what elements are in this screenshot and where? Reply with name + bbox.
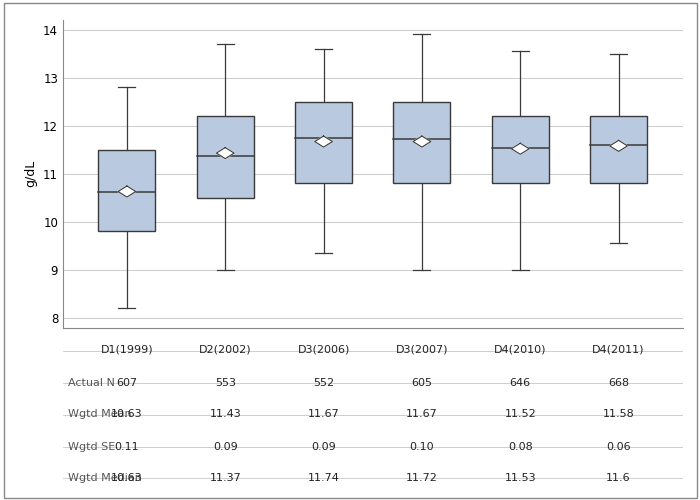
Text: 0.06: 0.06 — [606, 442, 631, 452]
Text: D4(2010): D4(2010) — [494, 345, 547, 355]
Polygon shape — [610, 140, 627, 151]
Text: 11.74: 11.74 — [307, 472, 340, 482]
Polygon shape — [118, 186, 136, 197]
Text: 668: 668 — [608, 378, 629, 388]
Text: 607: 607 — [116, 378, 137, 388]
Text: 11.43: 11.43 — [209, 409, 241, 419]
Bar — [393, 102, 450, 184]
Text: D3(2007): D3(2007) — [395, 345, 448, 355]
Text: 11.58: 11.58 — [603, 409, 634, 419]
Text: 11.72: 11.72 — [406, 472, 438, 482]
Text: D2(2002): D2(2002) — [199, 345, 251, 355]
Text: 11.53: 11.53 — [505, 472, 536, 482]
Text: D1(1999): D1(1999) — [101, 345, 153, 355]
Bar — [590, 116, 647, 184]
Text: 0.08: 0.08 — [508, 442, 533, 452]
Text: Wgtd Mean: Wgtd Mean — [68, 409, 132, 419]
Y-axis label: g/dL: g/dL — [25, 160, 38, 188]
Bar — [295, 102, 352, 184]
Text: 646: 646 — [510, 378, 531, 388]
Text: 11.6: 11.6 — [606, 472, 631, 482]
Polygon shape — [216, 148, 234, 158]
Bar — [197, 116, 254, 198]
Text: D3(2006): D3(2006) — [298, 345, 350, 355]
Bar — [99, 150, 155, 232]
Text: 11.67: 11.67 — [406, 409, 438, 419]
Text: 0.09: 0.09 — [312, 442, 336, 452]
Text: 552: 552 — [313, 378, 334, 388]
Text: 11.67: 11.67 — [308, 409, 340, 419]
Text: Actual N: Actual N — [68, 378, 115, 388]
Polygon shape — [413, 136, 430, 147]
Text: 11.52: 11.52 — [505, 409, 536, 419]
Polygon shape — [315, 136, 332, 147]
Text: D4(2011): D4(2011) — [592, 345, 645, 355]
Text: 11.37: 11.37 — [209, 472, 241, 482]
Text: Wgtd Median: Wgtd Median — [68, 472, 142, 482]
Text: 0.11: 0.11 — [115, 442, 139, 452]
Text: 10.63: 10.63 — [111, 409, 143, 419]
Text: 605: 605 — [412, 378, 433, 388]
Text: 553: 553 — [215, 378, 236, 388]
Text: 0.09: 0.09 — [213, 442, 237, 452]
Text: 10.63: 10.63 — [111, 472, 143, 482]
Polygon shape — [512, 143, 529, 154]
Bar — [491, 116, 549, 184]
Text: Wgtd SE: Wgtd SE — [68, 442, 116, 452]
Text: 0.10: 0.10 — [410, 442, 434, 452]
